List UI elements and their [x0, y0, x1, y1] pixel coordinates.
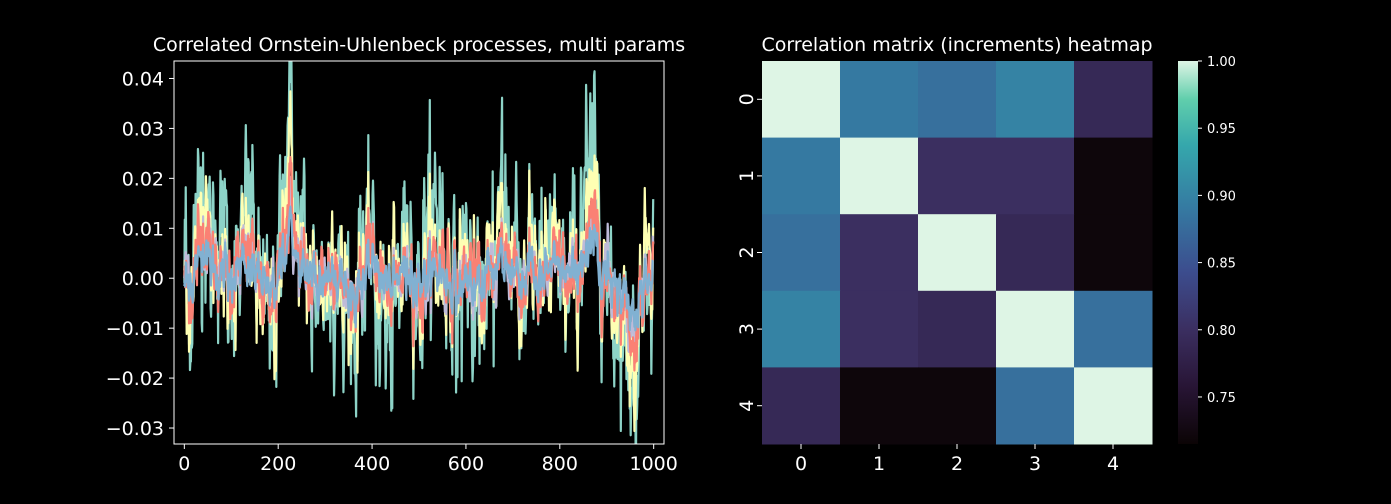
line-x-tick-label: 0 — [178, 453, 190, 475]
heatmap-title: Correlation matrix (increments) heatmap — [761, 34, 1152, 56]
heatmap-cell — [840, 367, 919, 445]
line-y-axis: −0.03 −0.02 −0.01 0.00 0.01 0.02 0.03 0.04 — [106, 68, 174, 440]
heatmap-cell — [996, 137, 1075, 215]
heatmap-cell — [762, 290, 841, 368]
heatmap-cell — [1074, 367, 1153, 445]
heatmap-y-tick-label: 1 — [736, 170, 758, 182]
heatmap-x-tick-label: 2 — [951, 453, 963, 475]
line-y-tick-label: −0.03 — [106, 418, 164, 440]
heatmap-cell — [762, 367, 841, 445]
heatmap-cells — [762, 61, 1153, 445]
colorbar-tick-label: 1.00 — [1207, 55, 1236, 70]
series-line-4 — [183, 205, 654, 332]
line-chart-frame — [173, 60, 665, 445]
heatmap-cell — [918, 290, 997, 368]
line-x-tick-label: 200 — [260, 453, 296, 475]
heatmap-x-axis: 0 1 2 3 4 — [795, 444, 1119, 475]
heatmap-cell — [1074, 137, 1153, 215]
line-y-tick-label: 0.00 — [122, 268, 164, 290]
line-y-tick-label: −0.01 — [106, 318, 164, 340]
heatmap-cell — [918, 137, 997, 215]
heatmap-y-tick-label: 3 — [736, 323, 758, 335]
heatmap-y-tick-label: 2 — [736, 246, 758, 258]
colorbar — [1178, 61, 1198, 444]
line-x-tick-label: 600 — [448, 453, 484, 475]
colorbar-tick-label: 0.85 — [1207, 257, 1236, 272]
colorbar-axis: 1.00 0.95 0.90 0.85 0.80 0.75 — [1198, 55, 1236, 406]
line-y-tick-label: 0.04 — [122, 68, 164, 90]
colorbar-tick-label: 0.75 — [1207, 391, 1236, 406]
heatmap-cell — [996, 367, 1075, 445]
line-x-tick-label: 400 — [354, 453, 390, 475]
heatmap-cell — [840, 61, 919, 139]
line-series-group — [183, 61, 655, 444]
colorbar-tick-label: 0.80 — [1207, 324, 1236, 339]
heatmap-cell — [1074, 61, 1153, 139]
line-x-axis: 0 200 400 600 800 1000 — [178, 444, 678, 475]
heatmap-y-tick-label: 4 — [736, 400, 758, 412]
heatmap-cell — [840, 137, 919, 215]
line-y-tick-label: 0.03 — [122, 118, 164, 140]
heatmap-x-tick-label: 1 — [873, 453, 885, 475]
heatmap-cell — [840, 290, 919, 368]
line-x-tick-label: 800 — [542, 453, 578, 475]
heatmap-cell — [762, 137, 841, 215]
line-y-tick-label: 0.02 — [122, 168, 164, 190]
heatmap-cell — [1074, 214, 1153, 292]
heatmap-cell — [840, 214, 919, 292]
heatmap-cell — [918, 61, 997, 139]
line-y-tick-label: −0.02 — [106, 368, 164, 390]
heatmap-cell — [762, 214, 841, 292]
line-y-tick-label: 0.01 — [122, 218, 164, 240]
line-chart: Correlated Ornstein-Uhlenbeck processes,… — [106, 34, 685, 475]
heatmap-y-axis: 0 1 2 3 4 — [736, 93, 762, 412]
heatmap-cell — [996, 290, 1075, 368]
heatmap-x-tick-label: 3 — [1029, 453, 1041, 475]
heatmap-cell — [918, 367, 997, 445]
heatmap-chart: Correlation matrix (increments) heatmap … — [736, 34, 1236, 475]
heatmap-y-tick-label: 0 — [736, 93, 758, 105]
heatmap-cell — [996, 61, 1075, 139]
heatmap-cell — [762, 61, 841, 139]
heatmap-cell — [918, 214, 997, 292]
colorbar-tick-label: 0.95 — [1207, 122, 1236, 137]
colorbar-tick-label: 0.90 — [1207, 189, 1236, 204]
line-chart-title: Correlated Ornstein-Uhlenbeck processes,… — [153, 34, 685, 56]
heatmap-cell — [1074, 290, 1153, 368]
line-x-tick-label: 1000 — [629, 453, 677, 475]
heatmap-cell — [996, 214, 1075, 292]
heatmap-x-tick-label: 4 — [1107, 453, 1119, 475]
heatmap-x-tick-label: 0 — [795, 453, 807, 475]
